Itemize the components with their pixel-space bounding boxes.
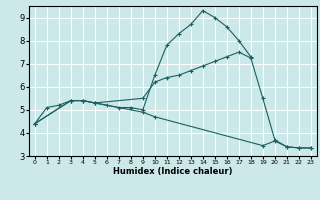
X-axis label: Humidex (Indice chaleur): Humidex (Indice chaleur) [113,167,233,176]
